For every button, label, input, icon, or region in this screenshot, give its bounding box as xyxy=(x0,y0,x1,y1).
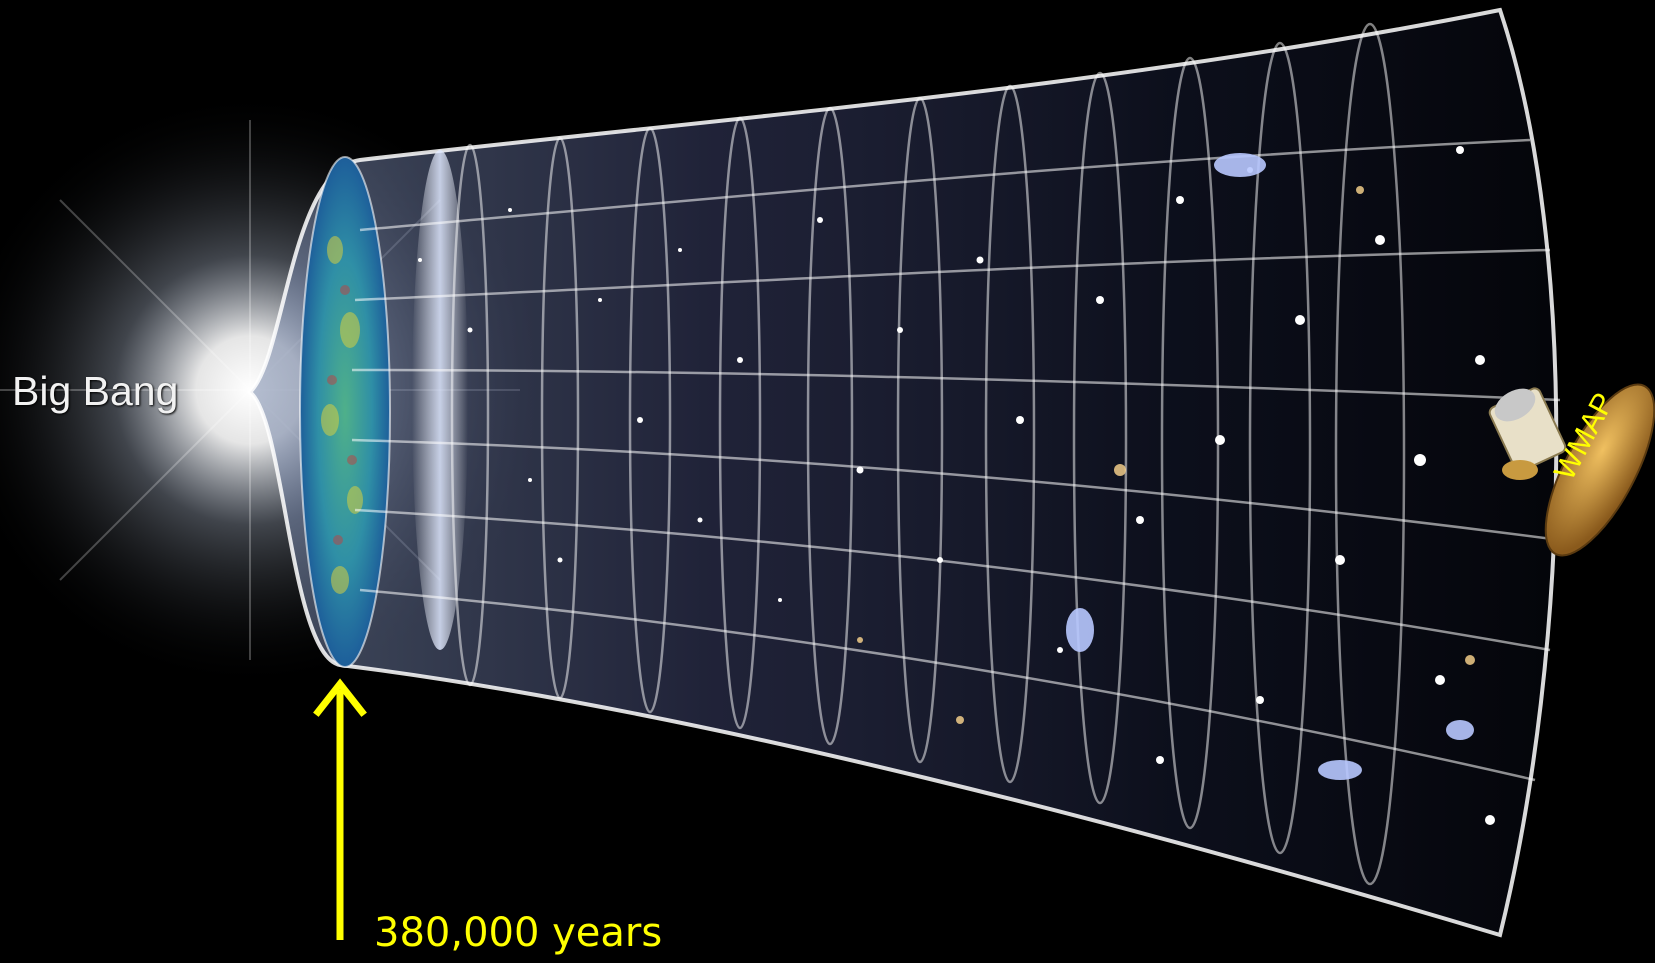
time-marker-label: 380,000 years xyxy=(374,910,663,956)
big-bang-label: Big Bang xyxy=(12,368,179,414)
galaxy-field xyxy=(418,146,1495,825)
wmap-satellite-icon xyxy=(1488,383,1655,557)
up-arrow-icon xyxy=(313,678,367,940)
cmb-surface xyxy=(299,156,391,668)
